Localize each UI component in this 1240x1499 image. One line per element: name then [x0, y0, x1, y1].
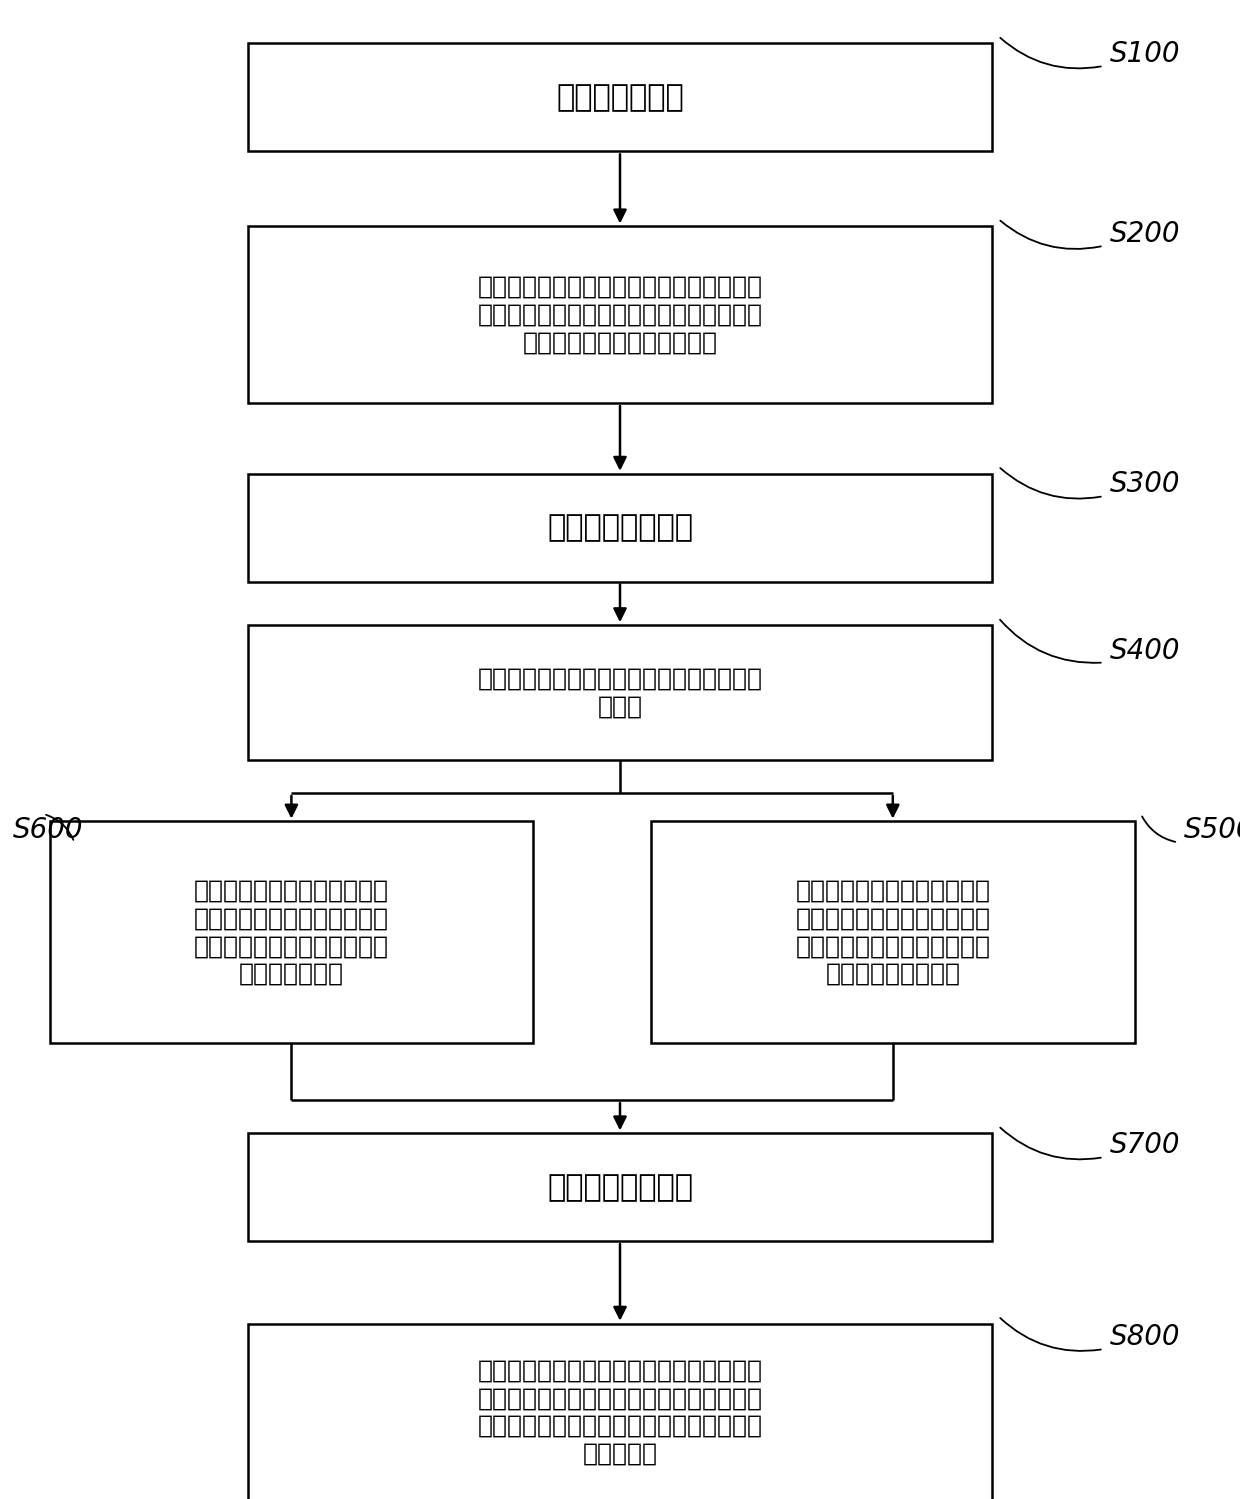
FancyBboxPatch shape [651, 821, 1135, 1043]
FancyBboxPatch shape [248, 1324, 992, 1499]
Text: S800: S800 [1110, 1324, 1180, 1351]
Text: S400: S400 [1110, 637, 1180, 664]
Text: 获取第二指令信息: 获取第二指令信息 [547, 1172, 693, 1202]
FancyBboxPatch shape [248, 43, 992, 151]
Text: 获取第一指令信息: 获取第一指令信息 [547, 513, 693, 543]
Text: S700: S700 [1110, 1132, 1180, 1159]
Text: S100: S100 [1110, 40, 1180, 67]
Text: S300: S300 [1110, 471, 1180, 498]
Text: S200: S200 [1110, 220, 1180, 247]
FancyBboxPatch shape [50, 821, 533, 1043]
Text: 当所述预处理信息满足第二供气条件时，控
制所述气路阀块组件形成洁净风通道以及所
述供气装置进入第二供气过程: 当所述预处理信息满足第二供气条件时，控 制所述气路阀块组件形成洁净风通道以及所 … [477, 274, 763, 355]
Text: 当所述分析结果满足预设的第
一供气条件时，控制气路阀块
组件形成供气通道以及供气装
置进入第一供气过程: 当所述分析结果满足预设的第 一供气条件时，控制气路阀块 组件形成供气通道以及供气… [795, 878, 991, 986]
Text: S500: S500 [1184, 817, 1240, 844]
Text: S600: S600 [12, 817, 83, 844]
Text: 当所述第二指令信息满足预设的排气条件时
，控制所述气路阀块组件截断所述供气通道
并形成排气通道，以及所述气路阀块组件进
入排气过程: 当所述第二指令信息满足预设的排气条件时 ，控制所述气路阀块组件截断所述供气通道 … [477, 1358, 763, 1466]
FancyBboxPatch shape [248, 474, 992, 582]
FancyBboxPatch shape [248, 226, 992, 403]
Text: 对获取的所述第一指令信息进行分析得到分
析结果: 对获取的所述第一指令信息进行分析得到分 析结果 [477, 667, 763, 718]
FancyBboxPatch shape [248, 1133, 992, 1241]
Text: 获取预处理信息: 获取预处理信息 [556, 82, 684, 112]
FancyBboxPatch shape [248, 625, 992, 760]
Text: 当所述分析结果满足预设的吸
气条件时，控制所述气路阀块
组件形成吸气通道以及供气装
置进入吸气过程: 当所述分析结果满足预设的吸 气条件时，控制所述气路阀块 组件形成吸气通道以及供气… [193, 878, 389, 986]
